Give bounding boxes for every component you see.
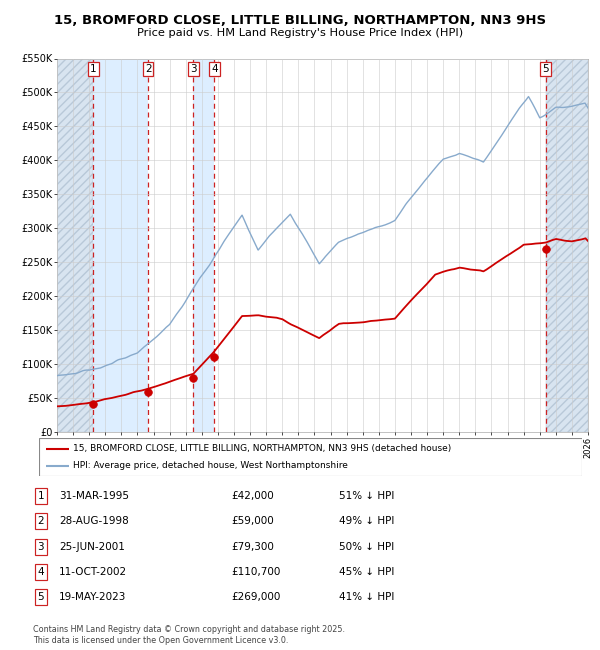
- Text: 1: 1: [37, 491, 44, 501]
- Text: HPI: Average price, detached house, West Northamptonshire: HPI: Average price, detached house, West…: [73, 462, 347, 471]
- Text: 45% ↓ HPI: 45% ↓ HPI: [339, 567, 394, 577]
- Text: 15, BROMFORD CLOSE, LITTLE BILLING, NORTHAMPTON, NN3 9HS: 15, BROMFORD CLOSE, LITTLE BILLING, NORT…: [54, 14, 546, 27]
- Text: 2: 2: [145, 64, 151, 74]
- Text: £269,000: £269,000: [231, 592, 280, 603]
- Text: £79,300: £79,300: [231, 541, 274, 552]
- Text: 51% ↓ HPI: 51% ↓ HPI: [339, 491, 394, 501]
- Text: 1: 1: [90, 64, 97, 74]
- Text: 4: 4: [37, 567, 44, 577]
- Text: 2: 2: [37, 516, 44, 526]
- Bar: [57, 58, 93, 432]
- Bar: [214, 58, 546, 432]
- Text: £42,000: £42,000: [231, 491, 274, 501]
- Text: 25-JUN-2001: 25-JUN-2001: [59, 541, 125, 552]
- Text: 15, BROMFORD CLOSE, LITTLE BILLING, NORTHAMPTON, NN3 9HS (detached house): 15, BROMFORD CLOSE, LITTLE BILLING, NORT…: [73, 444, 451, 453]
- Text: 41% ↓ HPI: 41% ↓ HPI: [339, 592, 394, 603]
- Text: 5: 5: [542, 64, 549, 74]
- Text: Price paid vs. HM Land Registry's House Price Index (HPI): Price paid vs. HM Land Registry's House …: [137, 28, 463, 38]
- FancyBboxPatch shape: [39, 438, 582, 476]
- Text: 19-MAY-2023: 19-MAY-2023: [59, 592, 126, 603]
- Text: 5: 5: [37, 592, 44, 603]
- Text: £110,700: £110,700: [231, 567, 280, 577]
- Text: 49% ↓ HPI: 49% ↓ HPI: [339, 516, 394, 526]
- Text: 3: 3: [190, 64, 197, 74]
- Text: 4: 4: [211, 64, 218, 74]
- Bar: [193, 58, 214, 432]
- Text: 31-MAR-1995: 31-MAR-1995: [59, 491, 129, 501]
- Text: 3: 3: [37, 541, 44, 552]
- Text: Contains HM Land Registry data © Crown copyright and database right 2025.
This d: Contains HM Land Registry data © Crown c…: [33, 625, 345, 645]
- Text: 28-AUG-1998: 28-AUG-1998: [59, 516, 128, 526]
- Text: 11-OCT-2002: 11-OCT-2002: [59, 567, 127, 577]
- Bar: [148, 58, 193, 432]
- Text: 50% ↓ HPI: 50% ↓ HPI: [339, 541, 394, 552]
- Bar: [546, 58, 588, 432]
- Bar: [93, 58, 148, 432]
- Text: £59,000: £59,000: [231, 516, 274, 526]
